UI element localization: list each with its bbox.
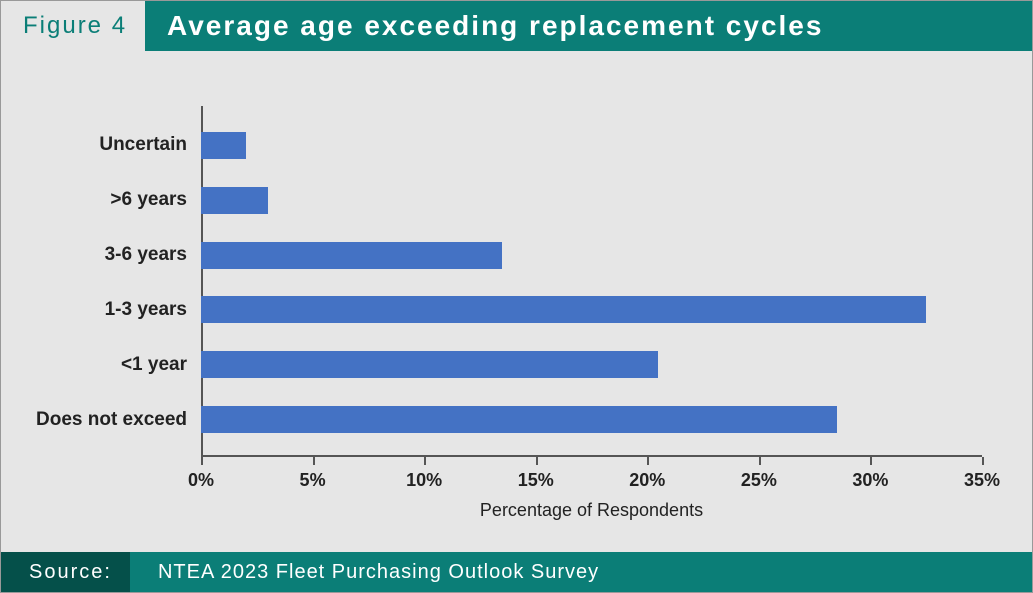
category-label: 3-6 years <box>105 244 201 266</box>
x-tick-label: 35% <box>964 470 1000 491</box>
x-tick-label: 30% <box>852 470 888 491</box>
x-tick <box>201 457 203 465</box>
x-tick <box>536 457 538 465</box>
figure-frame: Figure 4 Average age exceeding replaceme… <box>0 0 1033 593</box>
bar-row: >6 years <box>201 187 982 214</box>
bar <box>201 242 502 269</box>
x-tick-label: 10% <box>406 470 442 491</box>
x-tick <box>647 457 649 465</box>
x-tick <box>424 457 426 465</box>
bar <box>201 406 837 433</box>
bar-row: Does not exceed <box>201 406 982 433</box>
bar <box>201 351 658 378</box>
category-label: Does not exceed <box>36 409 201 431</box>
category-label: Uncertain <box>99 134 201 156</box>
x-axis-line <box>201 455 982 457</box>
plot-region: Percentage of Respondents 0%5%10%15%20%2… <box>201 106 982 457</box>
bar <box>201 187 268 214</box>
x-tick-label: 5% <box>300 470 326 491</box>
x-tick-label: 25% <box>741 470 777 491</box>
x-tick-label: 0% <box>188 470 214 491</box>
figure-title: Average age exceeding replacement cycles <box>145 1 823 51</box>
bar-row: Uncertain <box>201 132 982 159</box>
source-text: NTEA 2023 Fleet Purchasing Outlook Surve… <box>130 552 599 592</box>
x-tick <box>313 457 315 465</box>
category-label: 1-3 years <box>105 299 201 321</box>
chart-area: Percentage of Respondents 0% 5% 10% 15% 20% 2… <box>1 51 1032 552</box>
bar-row: <1 year <box>201 351 982 378</box>
figure-header: Figure 4 Average age exceeding replaceme… <box>1 1 1032 51</box>
category-label: >6 years <box>110 189 201 211</box>
x-tick-label: 20% <box>629 470 665 491</box>
bar <box>201 132 246 159</box>
x-axis-label: Percentage of Respondents <box>201 500 982 521</box>
x-tick <box>982 457 984 465</box>
bar <box>201 296 926 323</box>
x-tick <box>759 457 761 465</box>
x-tick-label: 15% <box>518 470 554 491</box>
figure-footer: Source: NTEA 2023 Fleet Purchasing Outlo… <box>1 552 1032 592</box>
bar-row: 3-6 years <box>201 242 982 269</box>
bar-row: 1-3 years <box>201 296 982 323</box>
x-tick <box>870 457 872 465</box>
figure-number-tag: Figure 4 <box>1 1 145 51</box>
source-label: Source: <box>1 552 130 592</box>
category-label: <1 year <box>121 354 201 376</box>
